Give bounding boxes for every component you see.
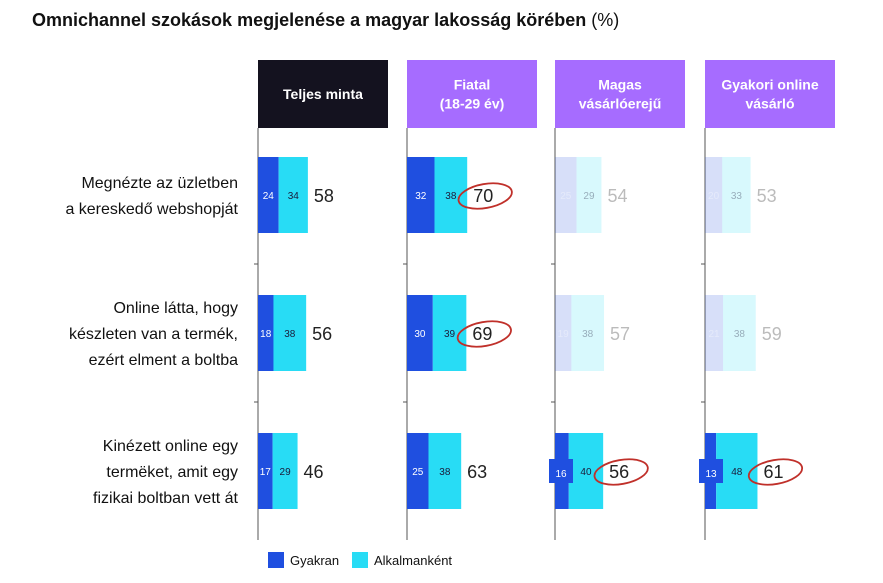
bar-alkalmankent [428,433,462,509]
bar-alkalmankent [571,295,605,371]
bar-gyakran-value: 16 [555,469,567,480]
legend-label-alkalmankent: Alkalmanként [374,553,452,568]
bar-total-value: 70 [473,186,493,206]
bar-total-value: 57 [610,324,630,344]
bar-alkalmankent-value: 38 [439,467,451,478]
row-label: termëket, amit egy [106,464,238,481]
bar-alkalmankent-value: 39 [444,329,456,340]
gyakran-emphasis-box [549,459,573,483]
bar-alkalmankent [432,295,467,371]
bar-gyakran [555,157,577,233]
panel-header-label: vásárlóerejű [579,96,662,112]
bar-total-value: 61 [763,462,783,482]
bar-gyakran [258,295,274,371]
row-label: Megnézte az üzletben [81,175,238,192]
panel-header-label: (18-29 év) [440,96,505,112]
bar-gyakran-value: 17 [260,467,272,478]
bar-total-value: 69 [472,324,492,344]
bar-gyakran [407,295,433,371]
panel-header-box [258,60,388,128]
bar-total-value: 56 [609,462,629,482]
bar-alkalmankent-value: 29 [583,191,595,202]
bar-gyakran-value: 30 [414,329,426,340]
bar-gyakran-value: 24 [263,191,275,202]
highlight-circle [456,320,512,348]
panel-header-label: Teljes minta [283,86,363,102]
panel-header-label: vásárló [745,96,794,112]
bar-total-value: 53 [757,186,777,206]
bar-gyakran-value: 25 [412,467,424,478]
bar-alkalmankent [576,157,602,233]
bar-alkalmankent-value: 33 [731,191,743,202]
bar-alkalmankent [722,157,751,233]
bar-alkalmankent-value: 38 [284,329,296,340]
bar-gyakran [407,433,429,509]
bar-alkalmankent-value: 38 [445,191,457,202]
bar-gyakran-value: 32 [415,191,427,202]
bar-gyakran [258,433,273,509]
bar-gyakran-value: 18 [260,329,272,340]
bar-alkalmankent-value: 34 [288,191,300,202]
row-label: ezért elment a boltba [89,352,239,369]
bar-total-value: 46 [304,462,324,482]
bar-alkalmankent-value: 48 [731,467,743,478]
panel-header-box [407,60,537,128]
row-label: Kinézett online egy [103,438,238,455]
bar-gyakran-value: 19 [558,329,570,340]
bar-gyakran [407,157,435,233]
legend-swatch-alkalmankent [352,552,368,568]
bar-total-value: 63 [467,462,487,482]
bar-total-value: 54 [607,186,627,206]
bar-alkalmankent-value: 29 [280,467,292,478]
bar-gyakran-value: 13 [705,469,717,480]
bar-alkalmankent-value: 38 [734,329,746,340]
bar-total-value: 56 [312,324,332,344]
panel-header-label: Magas [598,77,642,93]
legend-swatch-gyakran [268,552,284,568]
bar-gyakran-value: 20 [708,191,720,202]
chart-title: Omnichannel szokások megjelenése a magya… [32,10,619,31]
bar-alkalmankent [272,433,298,509]
gyakran-emphasis-box [699,459,723,483]
panel-header-label: Fiatal [454,77,491,93]
bar-gyakran-value: 25 [560,191,572,202]
bar-total-value: 58 [314,186,334,206]
bar-alkalmankent [273,295,307,371]
bar-alkalmankent [723,295,756,371]
panel-header-label: Gyakori online [721,77,818,93]
panel-header-box [705,60,835,128]
legend-label-gyakran: Gyakran [290,553,339,568]
highlight-circle [747,458,804,486]
bar-total-value: 59 [762,324,782,344]
bar-alkalmankent-value: 38 [582,329,594,340]
highlight-circle [593,458,649,486]
bar-alkalmankent-value: 40 [580,467,592,478]
chart-title-main: Omnichannel szokások megjelenése a magya… [32,10,587,30]
row-label: Online látta, hogy [113,300,238,317]
chart-title-unit: (%) [591,10,620,30]
bar-gyakran [705,295,724,371]
row-label: készleten van a termék, [69,326,238,343]
row-label: fizikai boltban vett át [93,490,239,507]
highlight-circle [457,182,513,210]
bar-alkalmankent [278,157,308,233]
panel-header-box [555,60,685,128]
bar-gyakran [555,295,572,371]
bar-gyakran [258,157,279,233]
bar-gyakran-value: 21 [708,329,720,340]
row-label: a kereskedő webshopját [65,201,238,218]
bar-alkalmankent [434,157,468,233]
bar-gyakran [705,157,723,233]
